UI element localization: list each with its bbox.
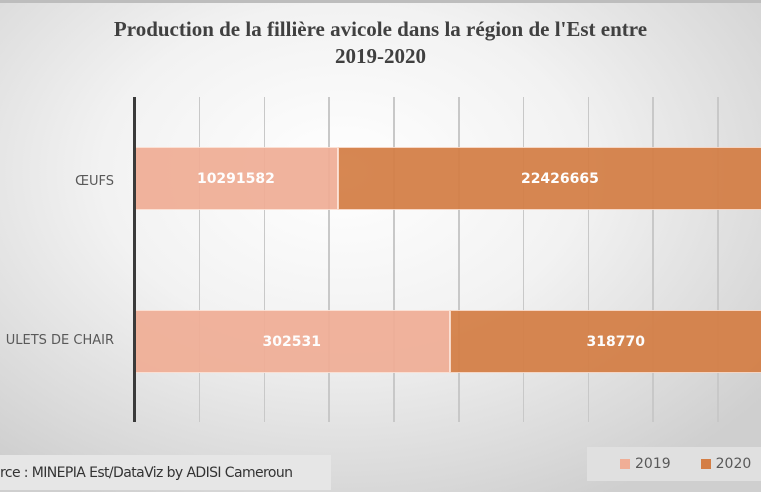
chart-title-line1: Production de la fillière avicole dans l… — [113, 17, 648, 41]
bar-oeufs: 10291582 22426665 — [134, 147, 761, 210]
bar-segment-2020: 318770 — [449, 310, 761, 373]
gridline — [393, 97, 395, 422]
top-border — [0, 0, 761, 3]
vertical-axis-line — [133, 97, 136, 422]
data-label: 318770 — [586, 333, 645, 350]
chart-title: Production de la fillière avicole dans l… — [0, 16, 761, 70]
category-label-poulets: ULETS DE CHAIR — [5, 333, 114, 348]
gridline — [522, 97, 525, 422]
legend-label: 2020 — [715, 456, 752, 472]
data-label: 302531 — [262, 333, 321, 350]
gridline — [458, 97, 460, 422]
legend-item-2020: 2020 — [700, 456, 752, 472]
gridline — [587, 97, 590, 422]
source-note: rce : MINEPIA Est/DataViz by ADISI Camer… — [0, 455, 331, 490]
chart-title-line2: 2019-2020 — [335, 44, 426, 68]
legend-label: 2019 — [635, 456, 671, 472]
legend-swatch-icon — [620, 459, 630, 469]
gridline — [717, 97, 719, 422]
gridline — [263, 97, 266, 422]
legend-swatch-icon — [700, 459, 711, 469]
data-label: 10291582 — [196, 170, 275, 187]
data-label: 22426665 — [520, 170, 599, 187]
plot-area: 10291582 22426665 302531 318770 — [133, 97, 761, 422]
bar-segment-2019: 10291582 — [134, 147, 338, 210]
gridline — [652, 97, 654, 422]
bar-segment-2020: 22426665 — [337, 147, 761, 210]
legend: 2019 2020 — [587, 447, 761, 481]
gridline — [328, 97, 330, 422]
category-label-oeufs: ŒUFS — [75, 174, 114, 189]
category-axis: ŒUFS ULETS DE CHAIR — [0, 0, 134, 492]
gridline — [198, 97, 201, 422]
bar-segment-2019: 302531 — [134, 310, 450, 373]
bar-poulets: 302531 318770 — [134, 310, 761, 373]
legend-item-2019: 2019 — [620, 456, 671, 472]
